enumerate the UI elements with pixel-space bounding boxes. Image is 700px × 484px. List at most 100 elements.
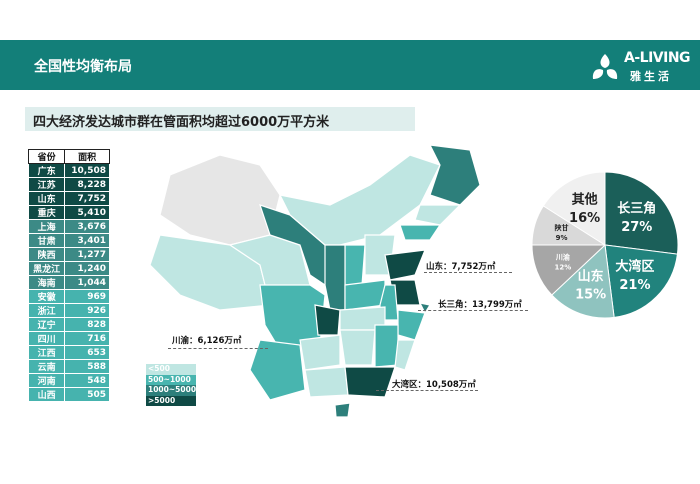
province-cell: 海南 — [27, 275, 66, 290]
map-legend: <500 500~1000 1000~5000 >5000 — [146, 364, 196, 406]
region-hainan — [334, 402, 351, 418]
label-leader — [418, 310, 528, 311]
pie-label: 大湾区 — [615, 259, 654, 275]
region-hunan — [339, 329, 376, 366]
area-cell: 7,752 — [64, 191, 110, 206]
legend-item: <500 — [146, 364, 196, 375]
province-cell: 山东 — [27, 191, 66, 206]
section-subtitle: 四大经济发达城市群在管面积均超过6000万平方米 — [25, 107, 415, 131]
region-heilongjiang — [428, 144, 481, 206]
table-row: 重庆 5,410 — [27, 205, 110, 220]
pie-value: 21% — [619, 278, 650, 293]
map-label-shandong: 山东：7,752万㎡ — [426, 262, 496, 272]
area-cell: 588 — [64, 359, 110, 374]
table-row: 云南 588 — [27, 359, 110, 374]
map-label-csj: 长三角：13,799万㎡ — [438, 300, 522, 310]
region-liaoning — [399, 224, 442, 241]
table-row: 安徽 969 — [27, 289, 110, 304]
area-cell: 828 — [64, 317, 110, 332]
table-row: 四川 716 — [27, 331, 110, 346]
area-cell: 10,508 — [64, 163, 110, 178]
province-cell: 广东 — [27, 163, 66, 178]
province-cell: 黑龙江 — [27, 261, 66, 276]
pie-value: 9% — [556, 234, 568, 242]
table-row: 浙江 926 — [27, 303, 110, 318]
area-cell: 8,228 — [64, 177, 110, 192]
pie-label: 其他 — [572, 192, 598, 208]
pie-slice-5 — [542, 171, 606, 246]
province-cell: 上海 — [27, 219, 66, 234]
region-shanxi — [344, 244, 366, 286]
table-row: 山东 7,752 — [27, 191, 110, 206]
area-cell: 548 — [64, 373, 110, 388]
area-cell: 1,277 — [64, 247, 110, 262]
legend-item: >5000 — [146, 395, 196, 406]
province-cell: 浙江 — [27, 303, 66, 318]
area-cell: 969 — [64, 289, 110, 304]
col-header-area: 面积 — [64, 149, 110, 164]
region-guizhou — [299, 334, 341, 371]
table-row: 山西 505 — [27, 387, 110, 402]
province-cell: 江西 — [27, 345, 66, 360]
region-guangdong — [344, 366, 396, 398]
pie-value: 16% — [569, 211, 600, 226]
label-leader — [424, 272, 512, 273]
region-jilin — [414, 204, 462, 226]
region-zhejiang — [397, 309, 426, 341]
region-yunnan — [249, 339, 306, 401]
province-cell: 辽宁 — [27, 317, 66, 332]
label-leader — [376, 390, 478, 391]
region-jiangxi — [374, 324, 399, 368]
province-area-table: 省份 面积 广东 10,508 江苏 8,228 山东 7,752 重庆 5,410 上海 3,67… — [27, 149, 110, 402]
region-fujian — [394, 339, 416, 371]
area-cell: 505 — [64, 387, 110, 402]
logo: A-LIVING 雅生活 — [590, 50, 695, 85]
region-xinjiang — [159, 154, 281, 246]
pie-chart: 长三角 27% 大湾区 21% 山东 15% 川渝 12% 陕甘 9% 其他 16% — [531, 171, 679, 319]
pie-slice-2 — [551, 243, 615, 319]
area-cell: 5,410 — [64, 205, 110, 220]
logo-text-cn: 雅生活 — [630, 70, 672, 83]
province-cell: 甘肃 — [27, 233, 66, 248]
pie-label: 川渝 — [555, 252, 570, 261]
logo-text-en: A-LIVING — [624, 50, 691, 66]
pie-value: 27% — [621, 220, 652, 235]
label-leader — [168, 348, 268, 349]
table-row: 广东 10,508 — [27, 163, 110, 178]
table-row: 江西 653 — [27, 345, 110, 360]
page-title: 全国性均衡布局 — [34, 59, 132, 75]
table-row: 江苏 8,228 — [27, 177, 110, 192]
table-row: 辽宁 828 — [27, 317, 110, 332]
table-row: 甘肃 3,401 — [27, 233, 110, 248]
table-row: 陕西 1,277 — [27, 247, 110, 262]
province-cell: 山西 — [27, 387, 66, 402]
table-row: 海南 1,044 — [27, 275, 110, 290]
province-cell: 重庆 — [27, 205, 66, 220]
col-header-province: 省份 — [27, 149, 66, 164]
pie-label: 长三角 — [617, 201, 656, 217]
area-cell: 1,044 — [64, 275, 110, 290]
province-cell: 云南 — [27, 359, 66, 374]
table-row: 河南 548 — [27, 373, 110, 388]
region-shandong — [384, 249, 426, 281]
area-cell: 3,401 — [64, 233, 110, 248]
province-cell: 江苏 — [27, 177, 66, 192]
area-cell: 926 — [64, 303, 110, 318]
region-shanghai — [418, 302, 431, 315]
region-guangxi — [304, 366, 349, 398]
province-cell: 陕西 — [27, 247, 66, 262]
legend-item: 500~1000 — [146, 374, 196, 385]
pie-label: 陕甘 — [555, 223, 569, 232]
pie-value: 12% — [555, 263, 572, 271]
area-cell: 716 — [64, 331, 110, 346]
province-cell: 安徽 — [27, 289, 66, 304]
china-map — [149, 144, 481, 418]
pie-slice-0 — [604, 171, 679, 255]
header-bar: 全国性均衡布局 — [0, 40, 700, 90]
map-label-chuanyu: 川渝：6,126万㎡ — [172, 336, 242, 346]
pie-label: 山东 — [578, 269, 604, 285]
table-row: 黑龙江 1,240 — [27, 261, 110, 276]
area-cell: 3,676 — [64, 219, 110, 234]
map-label-dwq: 大湾区：10,508万㎡ — [392, 380, 476, 390]
pie-slice-1 — [604, 244, 678, 318]
